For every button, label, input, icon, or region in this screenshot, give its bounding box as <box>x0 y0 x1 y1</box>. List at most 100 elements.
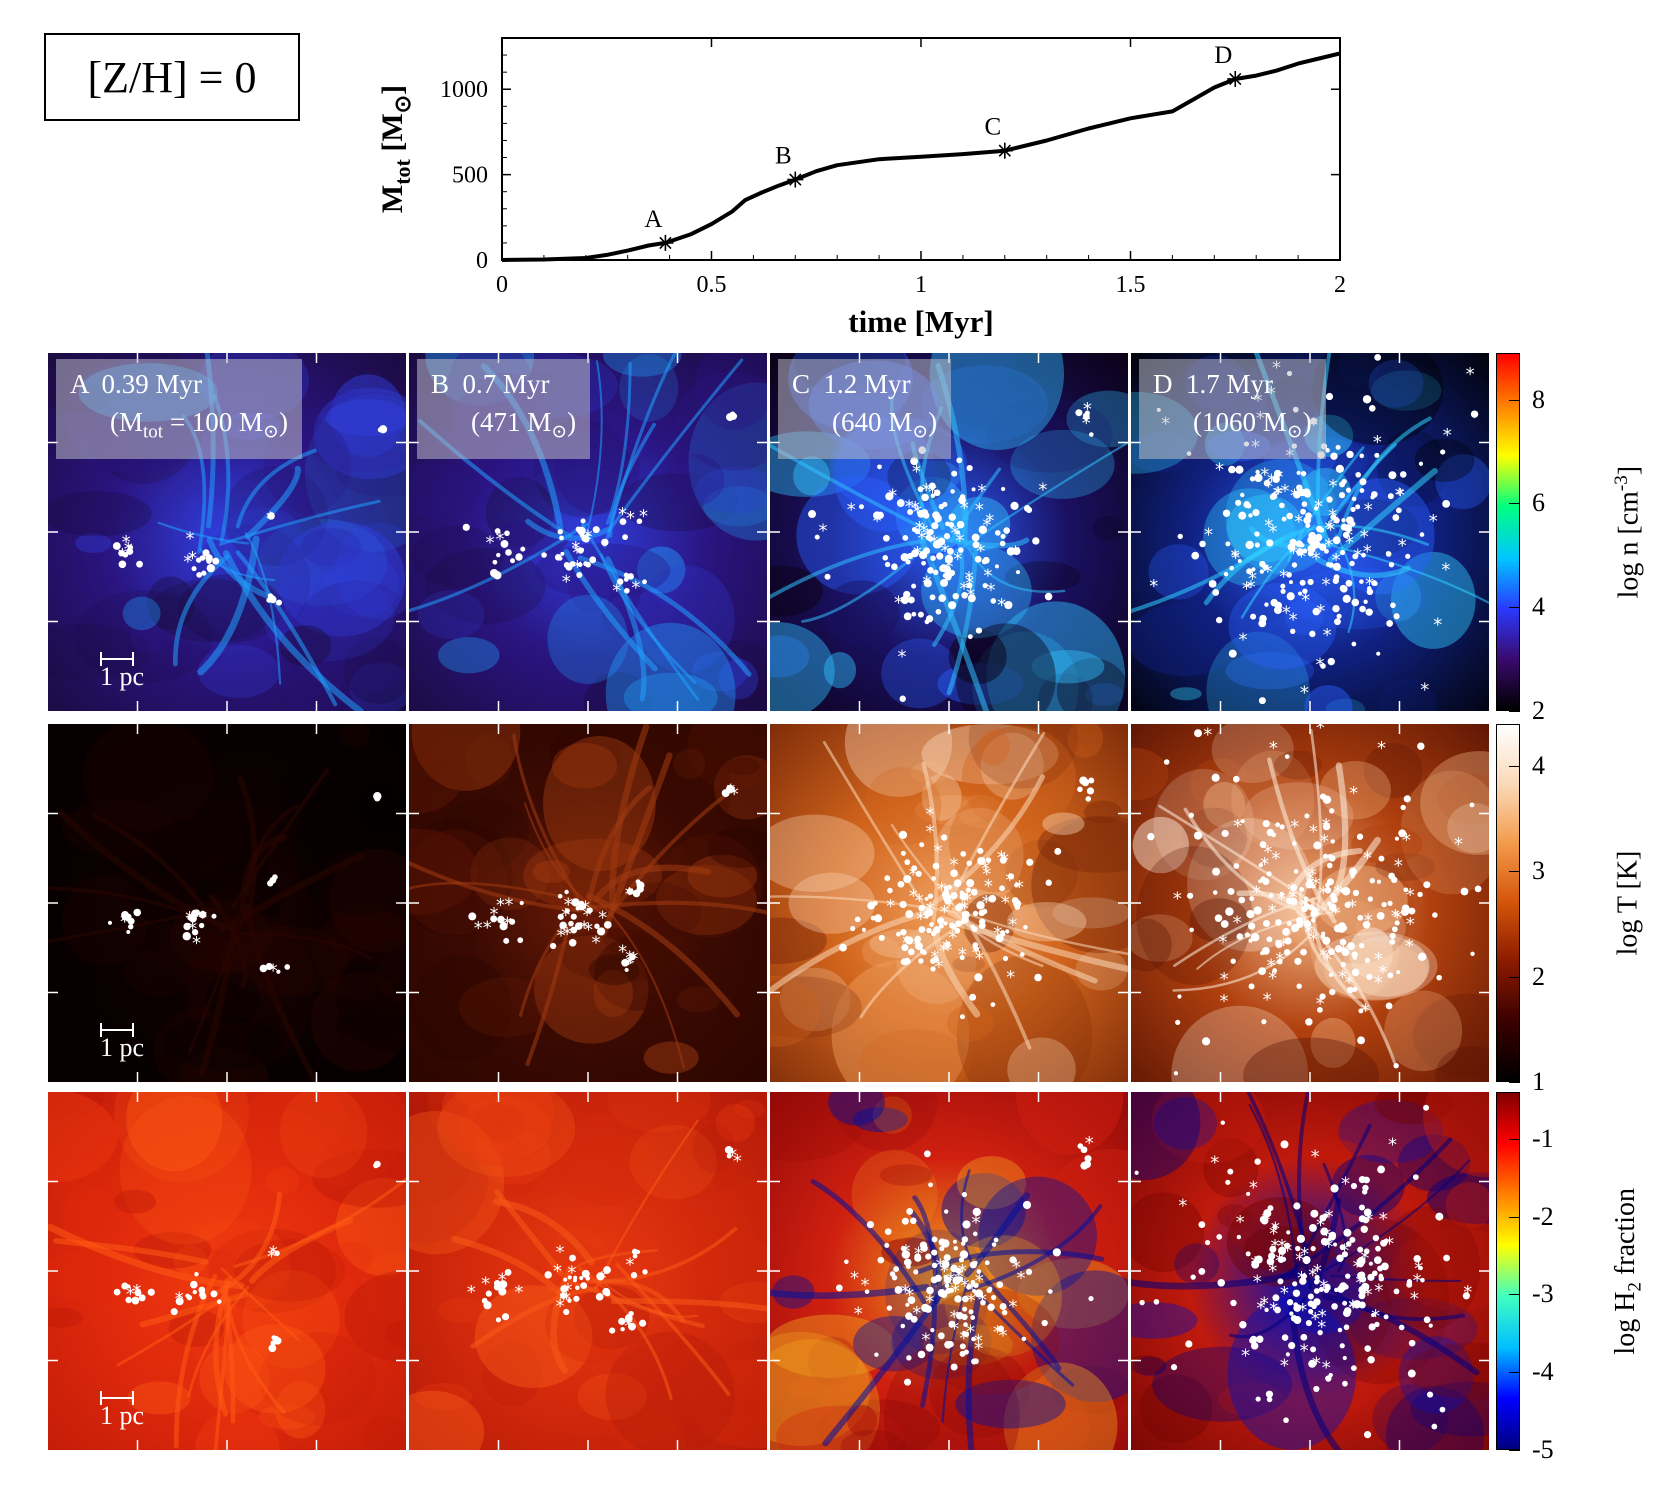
svg-text:*: * <box>1263 562 1272 583</box>
gas-structure <box>977 729 1011 766</box>
svg-text:*: * <box>562 1289 571 1310</box>
svg-text:*: * <box>1338 967 1347 988</box>
svg-text:*: * <box>631 577 640 598</box>
svg-text:*: * <box>183 552 192 573</box>
gas-structure <box>879 1164 933 1186</box>
svg-text:*: * <box>966 1321 975 1342</box>
gas-structure <box>1229 1199 1298 1258</box>
svg-text:*: * <box>1268 901 1277 922</box>
marker-label: B <box>775 143 792 170</box>
gas-structure <box>770 814 875 893</box>
svg-text:*: * <box>933 841 942 862</box>
star-cluster: * <box>266 508 275 529</box>
gas-structure <box>1182 807 1248 868</box>
gas-structure <box>602 353 682 377</box>
svg-text:*: * <box>1319 883 1328 904</box>
colorbar-tick-label: 3 <box>1532 856 1545 886</box>
svg-text:*: * <box>1323 950 1332 971</box>
gas-filament <box>518 922 565 1017</box>
colorbar-label-h2_fraction: log H2 fraction <box>1609 1187 1646 1355</box>
svg-text:*: * <box>496 529 505 550</box>
gas-structure <box>1342 935 1430 997</box>
svg-text:*: * <box>950 1319 959 1340</box>
gas-structure <box>1384 990 1463 1072</box>
svg-text:*: * <box>118 545 127 566</box>
svg-text:*: * <box>1203 724 1212 745</box>
gas-structure <box>1447 803 1489 853</box>
svg-text:*: * <box>626 1255 635 1276</box>
gas-structure <box>770 976 862 1039</box>
gas-filament <box>932 928 981 1018</box>
scale-bar-label: 1 pc <box>100 1401 145 1430</box>
gas-filament <box>222 550 365 711</box>
svg-text:*: * <box>573 557 582 578</box>
gas-structure <box>335 522 406 620</box>
gas-structure <box>441 797 529 869</box>
svg-text:*: * <box>1364 911 1373 932</box>
star-cluster: *** <box>183 529 220 578</box>
svg-text:*: * <box>514 1282 523 1303</box>
x-axis-label: time [Myr] <box>848 304 993 339</box>
gas-structure <box>1052 897 1128 929</box>
gas-structure <box>486 1113 547 1162</box>
gas-filament <box>1172 931 1314 992</box>
gas-structure <box>1225 652 1315 690</box>
svg-text:*: * <box>873 511 882 532</box>
gas-filament <box>220 1267 301 1342</box>
svg-text:*: * <box>1308 864 1317 885</box>
gas-structure <box>493 521 537 559</box>
gas-structure <box>1413 993 1489 1078</box>
star-cluster: ***** <box>618 941 638 975</box>
gas-structure <box>245 1092 347 1156</box>
panel-h2_fraction-b: **************** <box>409 1092 767 1450</box>
star-cluster: ** <box>1075 399 1094 437</box>
gas-structure <box>82 724 214 832</box>
gas-structure <box>929 353 1065 451</box>
gas-structure <box>409 463 482 518</box>
y-tick-label: 1000 <box>440 77 488 103</box>
gas-filament <box>206 537 277 602</box>
gas-structure <box>881 638 959 709</box>
svg-text:*: * <box>1220 969 1229 990</box>
gas-structure <box>410 955 513 1061</box>
gas-structure <box>75 533 112 554</box>
star-cluster: **************************************** <box>808 446 1053 702</box>
svg-text:*: * <box>1015 877 1024 898</box>
star-cluster <box>373 1160 381 1169</box>
gas-structure <box>168 1309 224 1348</box>
gas-filament <box>607 358 744 533</box>
svg-text:*: * <box>269 1243 278 1264</box>
gas-structure <box>279 625 332 667</box>
gas-structure <box>1312 353 1444 446</box>
svg-text:*: * <box>624 954 633 975</box>
svg-text:*: * <box>901 1282 910 1303</box>
svg-text:*: * <box>175 1289 184 1310</box>
svg-text:*: * <box>126 1284 135 1305</box>
gas-structure <box>1003 1362 1118 1450</box>
svg-text:*: * <box>926 821 935 842</box>
gas-structure <box>1005 839 1078 908</box>
gas-structure <box>458 1096 551 1161</box>
star-cluster <box>373 791 382 802</box>
svg-text:*: * <box>1289 543 1298 564</box>
svg-text:*: * <box>818 521 827 542</box>
gas-structure <box>340 724 371 748</box>
gas-structure <box>1288 567 1426 630</box>
gas-structure <box>335 1178 406 1276</box>
gas-filament <box>1295 910 1397 1065</box>
colorbar-tick-mark <box>1509 503 1520 505</box>
gas-structure <box>943 370 1045 444</box>
panel-temperature-a: ******1 pc <box>48 724 406 1082</box>
svg-text:*: * <box>905 497 914 518</box>
svg-text:*: * <box>972 943 981 964</box>
star-cluster: *************************************** <box>839 804 1062 1020</box>
gas-structure <box>258 1404 315 1430</box>
svg-text:*: * <box>1248 568 1257 589</box>
gas-filament <box>187 904 251 1055</box>
svg-text:*: * <box>1289 609 1298 630</box>
svg-text:*: * <box>999 1325 1008 1346</box>
gas-structure <box>703 486 767 527</box>
gas-structure <box>123 946 197 998</box>
gas-structure <box>1131 603 1242 677</box>
gas-structure <box>787 1379 821 1399</box>
